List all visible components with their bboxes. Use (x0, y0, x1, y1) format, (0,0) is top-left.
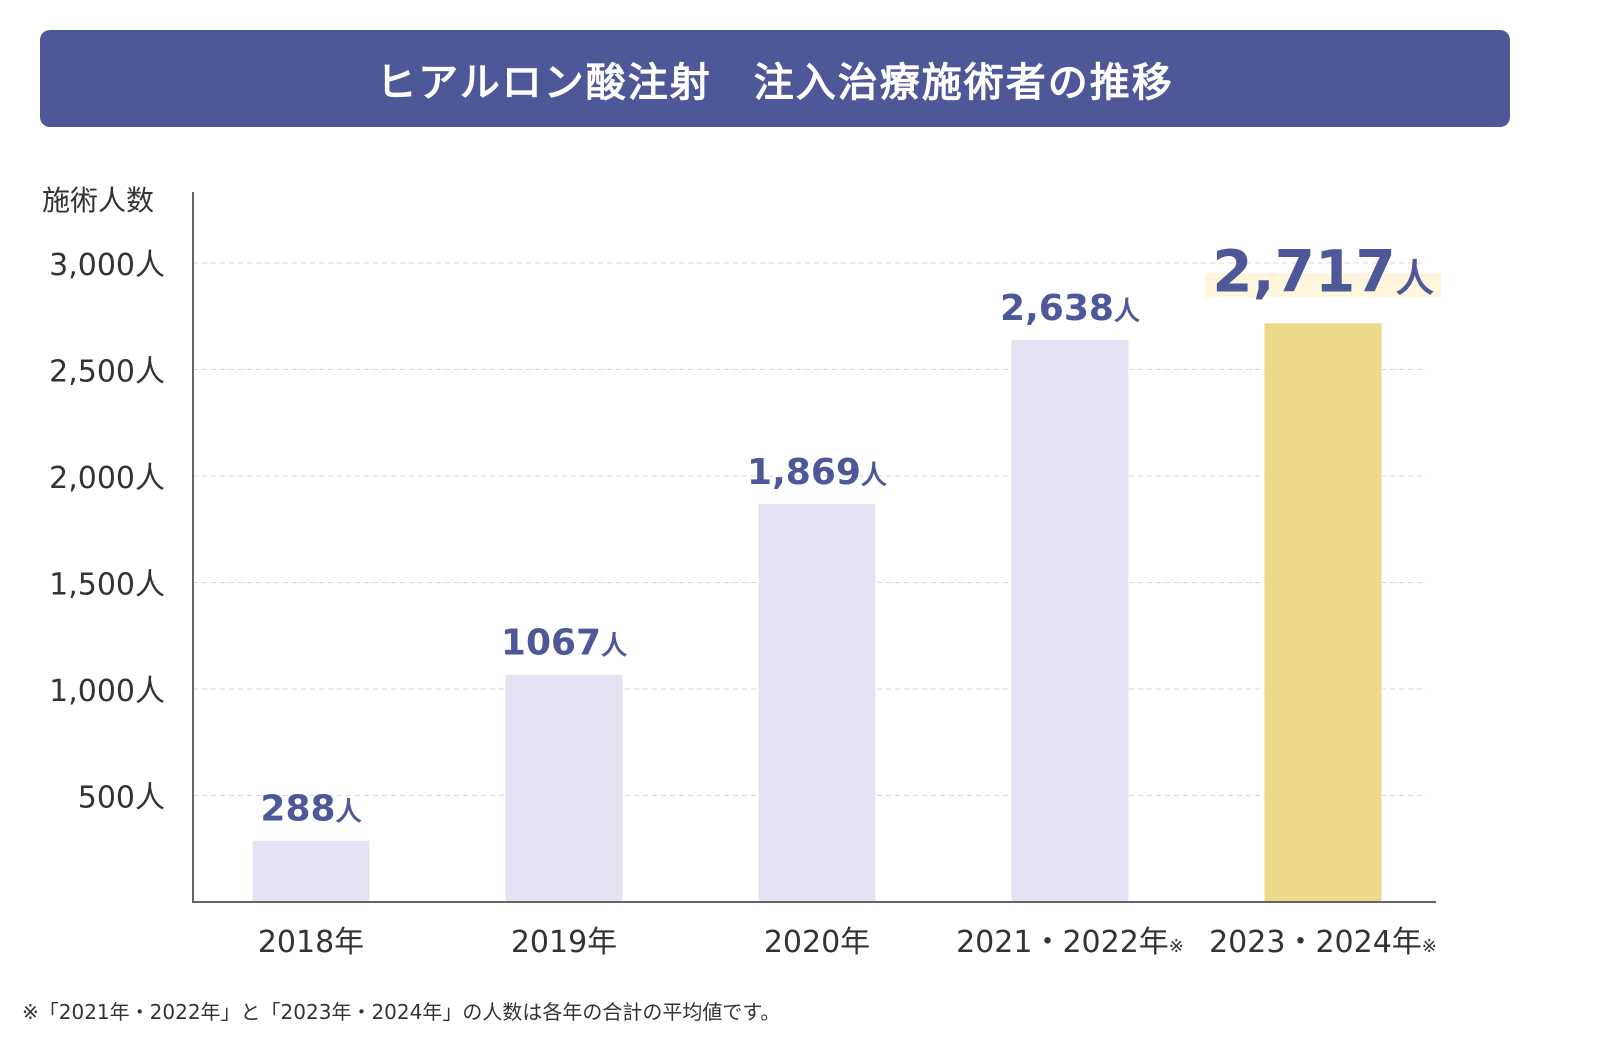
y-tick-label: 2,500人 (49, 355, 165, 390)
value-unit: 人 (1396, 256, 1434, 300)
category-name: 2018年 (258, 925, 364, 960)
value-label: 1067人 (501, 623, 627, 664)
y-tick-label: 1,000人 (49, 674, 165, 709)
bar (505, 674, 623, 902)
y-tick-label: 3,000人 (49, 248, 165, 283)
value-number: 2,717 (1212, 237, 1395, 305)
value-unit: 人 (336, 798, 362, 828)
bar (252, 840, 370, 902)
category-note-mark: ※ (1169, 936, 1184, 957)
bars (252, 273, 1441, 903)
value-unit: 人 (601, 632, 627, 662)
axes (192, 192, 1436, 903)
value-number: 1067 (501, 623, 601, 664)
bar (1264, 323, 1382, 902)
category-name: 2023・2024年 (1209, 925, 1422, 960)
bar (1011, 340, 1129, 903)
value-label: 2,717人 (1212, 237, 1433, 305)
value-unit: 人 (1114, 297, 1140, 327)
value-label: 1,869人 (747, 452, 887, 493)
value-label: 2,638人 (1000, 288, 1140, 329)
x-tick-label: 2021・2022年※ (956, 925, 1184, 960)
value-unit: 人 (861, 461, 887, 491)
x-tick-label: 2020年 (764, 925, 870, 960)
y-tick-label: 500人 (78, 781, 165, 816)
x-tick-label: 2023・2024年※ (1209, 925, 1437, 960)
bar (758, 503, 876, 902)
y-tick-label: 1,500人 (49, 568, 165, 603)
category-name: 2021・2022年 (956, 925, 1169, 960)
value-number: 288 (260, 789, 335, 830)
category-name: 2019年 (511, 925, 617, 960)
value-number: 1,869 (747, 452, 861, 493)
y-axis-label: 施術人数 (42, 184, 154, 217)
value-label: 288人 (260, 789, 361, 830)
value-highlight-bg (1205, 273, 1441, 298)
labels: 500人 1,000人 1,500人 2,000人 2,500人 3,000人 施術人数 28… (42, 184, 1437, 960)
y-tick-label: 2,000人 (49, 461, 165, 496)
x-tick-label: 2019年 (511, 925, 617, 960)
category-name: 2020年 (764, 925, 870, 960)
category-note-mark: ※ (1422, 936, 1437, 957)
footnote: ※「2021年・2022年」と「2023年・2024年」の人数は各年の合計の平均… (22, 1000, 781, 1024)
x-tick-label: 2018年 (258, 925, 364, 960)
chart-title: ヒアルロン酸注射 注入治療施術者の推移 (376, 59, 1174, 106)
chart-title-banner: ヒアルロン酸注射 注入治療施術者の推移 (40, 30, 1510, 127)
value-number: 2,638 (1000, 288, 1114, 329)
